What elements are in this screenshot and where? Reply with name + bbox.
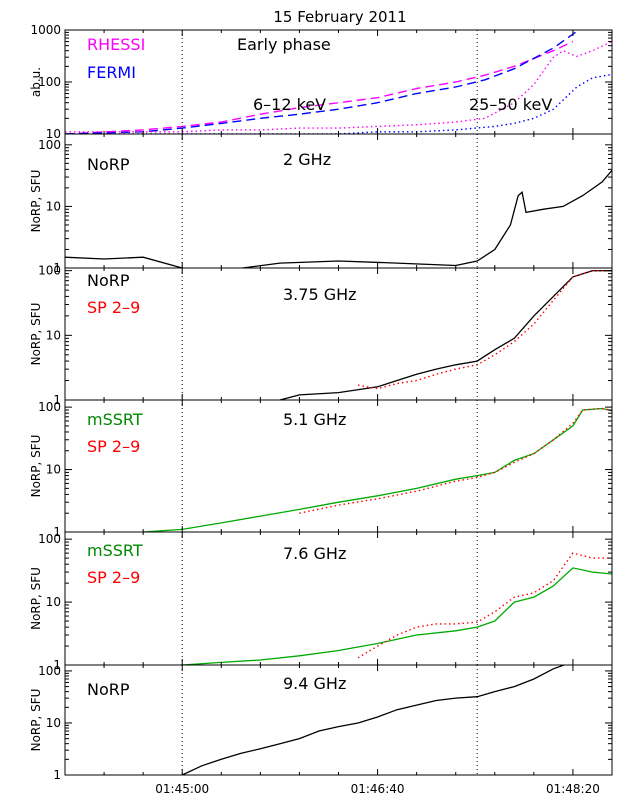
y-axis-label: NoRP, SFU [29, 435, 43, 498]
annotation-label: 5.1 GHz [283, 410, 346, 429]
y-axis-label: NoRP, SFU [29, 689, 43, 752]
series-group [65, 169, 612, 268]
series-line-xray-2 [65, 40, 612, 133]
chart-title: 15 February 2011 [273, 8, 406, 26]
legend-label: RHESSI [87, 35, 145, 54]
annotation-label: 3.75 GHz [283, 285, 357, 304]
annotation-label: 25–50 keV [469, 95, 552, 114]
series-group [143, 407, 612, 532]
panel-xray: 10 100 1000 ab.u. RHESSI FERMI Early phase 6–12… [29, 23, 613, 141]
y-tick-label: 10 [46, 127, 61, 141]
panel-frame [64, 133, 613, 269]
annotation-label: 9.4 GHz [283, 674, 346, 693]
series-line-f51-1 [299, 407, 612, 514]
y-tick-label: 10 [46, 199, 61, 213]
series-line-f375-0 [275, 270, 612, 400]
y-axis-label: NoRP, SFU [29, 303, 43, 366]
y-tick-label: 1 [53, 393, 61, 407]
series-group [65, 30, 612, 134]
legend-label: SP 2–9 [87, 437, 140, 456]
legend-label: FERMI [87, 63, 136, 82]
legend-label: SP 2–9 [87, 298, 140, 317]
y-tick-label: 1 [53, 261, 61, 275]
y-tick-label: 100 [38, 664, 61, 678]
panel-frame [64, 29, 613, 135]
panel-f2: 1 10 100 NoRP, SFU NoRP 2 GHz [29, 133, 613, 275]
y-tick-label: 100 [38, 400, 61, 414]
y-tick-label: 10 [46, 328, 61, 342]
y-tick-label: 10 [46, 463, 61, 477]
legend-label: NoRP [87, 155, 130, 174]
legend-label: NoRP [87, 680, 130, 699]
legend-label: NoRP [87, 271, 130, 290]
series-group [173, 552, 612, 665]
x-tick-label: 01:46:40 [351, 782, 405, 796]
y-tick-label: 10 [46, 595, 61, 609]
y-axis-label: ab.u. [29, 67, 43, 97]
y-axis-label: NoRP, SFU [29, 567, 43, 630]
legend-label: mSSRT [87, 541, 143, 560]
x-tick-label: 01:48:20 [546, 782, 600, 796]
series-group [65, 665, 566, 775]
y-tick-label: 100 [38, 75, 61, 89]
annotation-label: 6–12 keV [253, 95, 326, 114]
panel-f94: 1 10 100 NoRP, SFU NoRP 9.4 GHz [29, 664, 613, 782]
y-tick-label: 100 [38, 532, 61, 546]
x-axis: 01:45:00 01:46:40 01:48:20 [155, 782, 600, 796]
x-tick-label: 01:45:00 [155, 782, 209, 796]
y-tick-label: 100 [38, 138, 61, 152]
panel-f375: 1 10 100 NoRP, SFU NoRP SP 2–9 3.75 GHz [29, 264, 613, 407]
series-line-f76-0 [173, 567, 612, 665]
y-tick-label: 1 [53, 768, 61, 782]
series-line-xray-1 [65, 30, 580, 134]
annotation-label: 7.6 GHz [283, 544, 346, 563]
y-axis-label: NoRP, SFU [29, 170, 43, 233]
panel-f76: 1 10 100 NoRP, SFU mSSRT SP 2–9 7.6 GHz [29, 531, 613, 672]
series-line-f2-0 [65, 169, 612, 268]
series-line-xray-0 [65, 40, 574, 134]
legend-label: SP 2–9 [87, 568, 140, 587]
panel-f51: 1 10 100 NoRP, SFU mSSRT SP 2–9 5.1 GHz [29, 399, 613, 539]
y-tick-label: 10 [46, 716, 61, 730]
y-tick-label: 1000 [30, 23, 61, 37]
series-line-f375-1 [357, 270, 612, 390]
annotation-label: 2 GHz [283, 150, 331, 169]
series-line-f51-0 [143, 407, 612, 532]
y-tick-label: 100 [38, 264, 61, 278]
y-tick-label: 1 [53, 525, 61, 539]
series-group [275, 270, 612, 400]
y-tick-label: 1 [53, 658, 61, 672]
legend-label: mSSRT [87, 410, 143, 429]
annotation-label: Early phase [237, 35, 331, 54]
series-line-f76-1 [357, 552, 612, 659]
series-line-f94-0 [65, 665, 566, 775]
series-line-xray-3 [65, 73, 612, 134]
